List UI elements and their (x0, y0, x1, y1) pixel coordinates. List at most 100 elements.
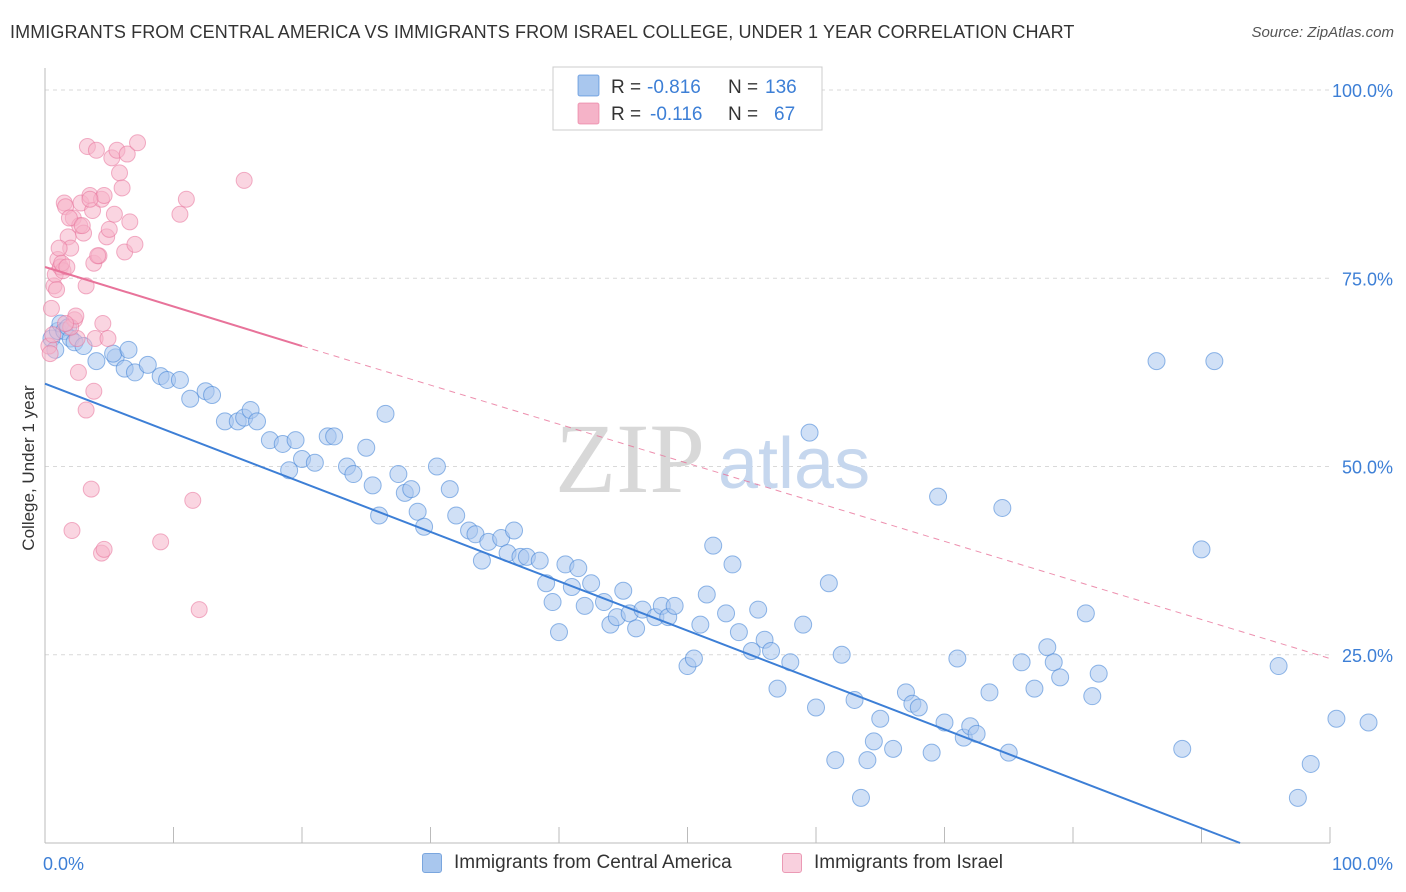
point-central-america-92 (794, 615, 813, 634)
point-israel-38 (89, 247, 107, 265)
point-israel-49 (177, 190, 195, 208)
point-israel-35 (126, 235, 144, 253)
point-israel-1 (42, 299, 60, 317)
point-central-america-93 (800, 423, 819, 442)
point-israel-47 (152, 533, 170, 551)
point-central-america-85 (729, 623, 748, 642)
point-israel-41 (77, 401, 95, 419)
axes (44, 68, 1331, 844)
point-israel-63 (99, 330, 117, 348)
trend-line-israel (44, 266, 303, 348)
y-tick-label-3: 100.0% (1332, 81, 1393, 101)
x-tick-label-right: 100.0% (1332, 854, 1393, 874)
trend-lines (44, 266, 1331, 844)
point-central-america-130 (1288, 788, 1307, 807)
point-central-america-80 (691, 615, 710, 634)
point-israel-26 (100, 220, 118, 238)
stats-r-value-2: -0.116 (650, 104, 702, 125)
point-israel-33 (118, 145, 136, 163)
stats-n-value-1: 136 (765, 77, 797, 98)
point-central-america-110 (948, 649, 967, 668)
point-israel-55 (50, 239, 68, 257)
point-central-america-94 (807, 698, 825, 717)
point-central-america-60 (543, 593, 562, 612)
point-central-america-103 (884, 739, 903, 758)
trend-line-israel-extended (301, 345, 1331, 660)
point-central-america-132 (1327, 709, 1346, 728)
point-central-america-108 (929, 487, 948, 506)
point-israel-66 (41, 345, 59, 363)
legend-label-central-america: Immigrants from Central America (454, 852, 732, 873)
point-israel-37 (81, 190, 99, 208)
point-central-america-120 (1044, 653, 1063, 672)
point-central-america-55 (505, 521, 524, 540)
point-israel-42 (85, 382, 103, 400)
chart-title: IMMIGRANTS FROM CENTRAL AMERICA VS IMMIG… (10, 22, 1075, 42)
point-central-america-29 (280, 461, 299, 480)
point-israel-24 (95, 186, 113, 204)
point-central-america-30 (286, 431, 305, 450)
point-central-america-48 (447, 506, 466, 525)
point-central-america-114 (980, 683, 999, 702)
point-israel-21 (87, 141, 105, 159)
point-central-america-58 (530, 551, 549, 570)
point-central-america-101 (864, 732, 883, 751)
stats-swatch-blue (577, 74, 600, 97)
point-central-america-90 (768, 679, 787, 698)
point-central-america-65 (575, 596, 594, 615)
point-central-america-116 (999, 743, 1018, 762)
point-central-america-107 (922, 743, 941, 762)
point-israel-64 (73, 217, 91, 235)
y-axis-label: College, Under 1 year (19, 385, 38, 551)
point-israel-31 (113, 179, 131, 197)
legend-label-israel: Immigrants from Israel (814, 852, 1003, 873)
point-central-america-123 (1083, 687, 1102, 706)
point-central-america-18 (170, 370, 189, 389)
stats-swatch-pink (577, 102, 600, 125)
point-central-america-97 (832, 645, 851, 664)
stats-r-value-1: -0.816 (647, 77, 701, 98)
x-tick-labels: 0.0% 100.0% (43, 854, 1393, 874)
point-central-america-36 (344, 465, 363, 484)
point-central-america-15 (138, 355, 157, 374)
point-central-america-83 (717, 604, 736, 623)
point-central-america-87 (749, 600, 768, 619)
point-central-america-100 (858, 751, 877, 770)
watermark: ZIP atlas (555, 403, 870, 514)
point-central-america-19 (181, 389, 200, 408)
point-central-america-96 (826, 751, 845, 770)
stats-n-label-1: N = (728, 77, 758, 98)
point-central-america-124 (1089, 664, 1108, 683)
point-central-america-122 (1076, 604, 1095, 623)
point-central-america-79 (684, 649, 703, 668)
point-central-america-131 (1301, 754, 1320, 773)
point-central-america-11 (87, 352, 106, 371)
point-central-america-66 (582, 574, 601, 593)
legend-item-central-america: Immigrants from Central America (422, 852, 732, 874)
stats-box: R = -0.816 N = 136 R = -0.116 N = 67 (552, 66, 823, 131)
chart-source: Source: ZipAtlas.com (1251, 24, 1394, 41)
point-central-america-64 (569, 559, 588, 578)
y-tick-label-2: 75.0% (1342, 269, 1393, 289)
point-israel-28 (105, 205, 123, 223)
point-central-america-32 (305, 453, 324, 472)
point-central-america-34 (325, 427, 344, 446)
point-central-america-10 (104, 344, 123, 363)
point-israel-65 (58, 258, 76, 276)
watermark-zip: ZIP (555, 403, 705, 514)
point-israel-46 (82, 480, 100, 498)
point-central-america-77 (665, 596, 684, 615)
point-israel-36 (129, 134, 147, 152)
point-central-america-106 (909, 698, 928, 717)
point-israel-48 (171, 205, 189, 223)
point-central-america-89 (762, 642, 781, 660)
point-central-america-117 (1012, 653, 1031, 672)
point-israel-45 (63, 522, 81, 540)
point-central-america-61 (550, 623, 568, 642)
point-central-america-72 (627, 619, 646, 638)
point-central-america-102 (871, 709, 890, 728)
point-central-america-119 (1038, 638, 1057, 657)
point-central-america-99 (851, 788, 870, 807)
point-central-america-127 (1192, 540, 1211, 559)
